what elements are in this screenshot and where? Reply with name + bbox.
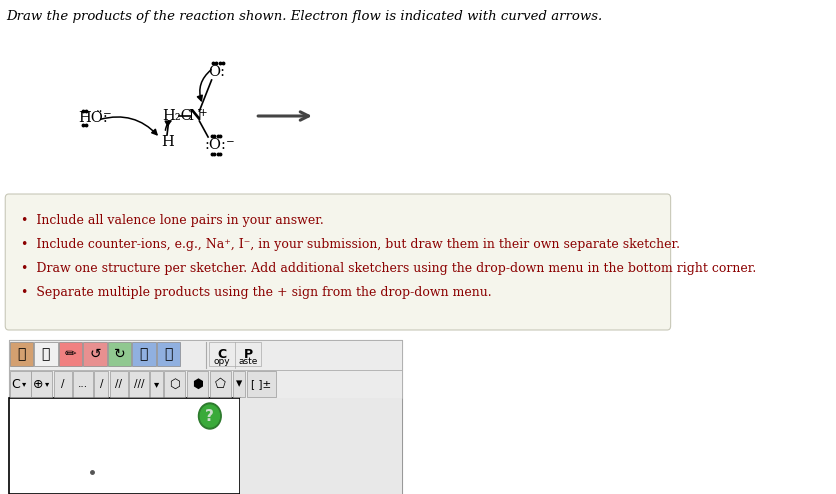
Text: ///: ///	[134, 379, 144, 389]
Bar	[83, 342, 106, 366]
Bar	[9, 342, 33, 366]
Text: ▾: ▾	[45, 379, 49, 388]
Text: /: /	[99, 379, 103, 389]
Text: •  Draw one structure per sketcher. Add additional sketchers using the drop-down: • Draw one structure per sketcher. Add a…	[21, 262, 756, 275]
Text: •  Include all valence lone pairs in your answer.: • Include all valence lone pairs in your…	[21, 214, 324, 227]
Text: 📋: 📋	[42, 347, 50, 361]
Text: •  Separate multiple products using the + sign from the drop-down menu.: • Separate multiple products using the +…	[21, 286, 491, 299]
Bar	[54, 371, 72, 397]
Bar	[32, 371, 53, 397]
Bar	[247, 371, 276, 397]
FancyBboxPatch shape	[5, 194, 670, 330]
Text: aste: aste	[238, 357, 257, 366]
Text: ?: ?	[205, 409, 214, 423]
Bar	[8, 340, 402, 494]
Text: N: N	[188, 109, 201, 123]
Text: 🔍: 🔍	[164, 347, 172, 361]
Bar	[209, 342, 261, 366]
Bar	[59, 342, 82, 366]
Text: O:: O:	[208, 65, 225, 79]
Text: [ ]±: [ ]±	[251, 379, 271, 389]
Circle shape	[198, 403, 221, 429]
Bar	[187, 371, 208, 397]
FancyArrowPatch shape	[165, 121, 171, 130]
Text: :O:: :O:	[204, 138, 226, 152]
Bar	[94, 371, 109, 397]
Text: opy: opy	[213, 357, 230, 366]
Text: C: C	[217, 348, 227, 361]
Text: •  Include counter-ions, e.g., Na⁺, I⁻, in your submission, but draw them in the: • Include counter-ions, e.g., Na⁺, I⁻, i…	[21, 238, 679, 251]
Text: /: /	[61, 379, 64, 389]
FancyArrowPatch shape	[197, 70, 211, 101]
Bar	[8, 340, 402, 370]
Text: Draw the products of the reaction shown. Electron flow is indicated with curved : Draw the products of the reaction shown.…	[6, 10, 602, 23]
Bar	[240, 398, 402, 494]
Bar	[8, 398, 240, 494]
Bar	[150, 371, 162, 397]
Text: ▾: ▾	[154, 379, 159, 389]
Text: //: //	[115, 379, 122, 389]
Text: ...: ...	[78, 379, 88, 389]
Text: 🔍: 🔍	[140, 347, 148, 361]
Text: ⬡: ⬡	[169, 377, 180, 390]
Text: −: −	[226, 137, 234, 147]
Text: ⬠: ⬠	[215, 377, 226, 390]
Text: H: H	[161, 135, 174, 149]
Text: ✏: ✏	[64, 347, 76, 361]
Bar	[232, 371, 244, 397]
Bar	[8, 370, 402, 398]
Text: 🖐: 🖐	[18, 347, 26, 361]
Text: ⊕: ⊕	[33, 377, 43, 390]
Text: ▾: ▾	[235, 377, 242, 390]
Bar	[210, 371, 231, 397]
Text: C: C	[12, 377, 20, 390]
Text: −: −	[103, 109, 112, 119]
Circle shape	[200, 405, 219, 427]
Bar	[130, 371, 149, 397]
Text: ⬢: ⬢	[192, 377, 203, 390]
Bar	[9, 371, 31, 397]
Bar	[164, 371, 185, 397]
Text: HÖ:: HÖ:	[79, 111, 109, 125]
Bar	[107, 342, 131, 366]
FancyArrowPatch shape	[100, 117, 157, 135]
Bar	[110, 371, 128, 397]
Text: ↺: ↺	[89, 347, 100, 361]
Bar	[34, 342, 58, 366]
Text: ↻: ↻	[114, 347, 125, 361]
Bar	[74, 371, 93, 397]
Text: H₂C: H₂C	[161, 109, 191, 123]
Text: ▾: ▾	[23, 379, 27, 388]
Text: +: +	[199, 108, 207, 118]
Text: P: P	[243, 348, 252, 361]
Bar	[132, 342, 155, 366]
Bar	[156, 342, 180, 366]
